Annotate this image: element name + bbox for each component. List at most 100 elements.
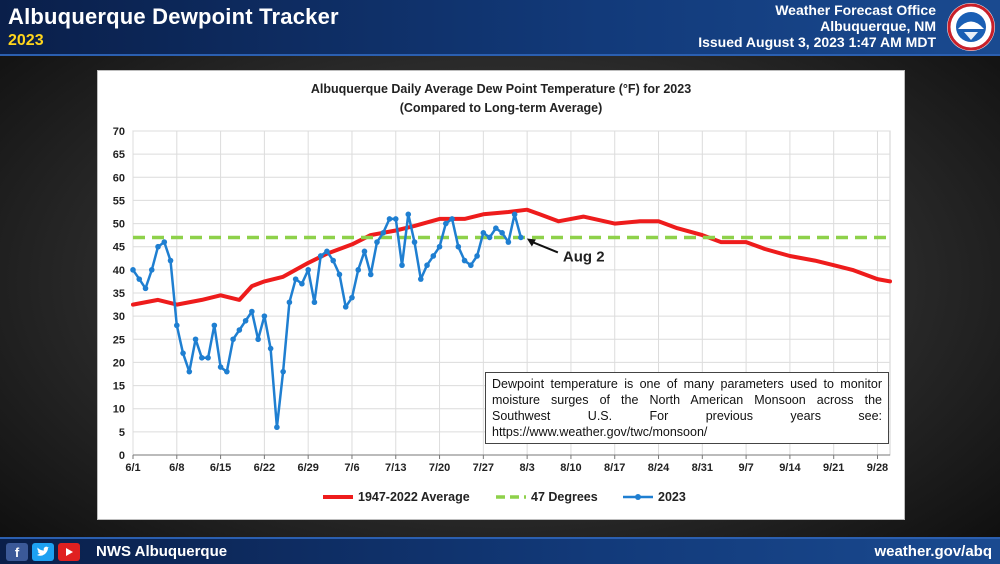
data-point: [349, 294, 355, 301]
data-point: [480, 230, 487, 236]
data-point: [161, 239, 168, 245]
footer-banner: f NWS Albuquerque weather.gov/abq: [0, 537, 1000, 564]
x-tick-label: 7/13: [385, 462, 406, 474]
data-point: [499, 230, 505, 236]
data-point: [355, 267, 362, 273]
data-point: [342, 304, 349, 310]
data-point: [130, 267, 136, 273]
data-point: [142, 285, 149, 292]
data-point: [230, 336, 236, 343]
x-tick-label: 8/17: [604, 462, 625, 474]
legend: 1947-2022 Average 47 Degrees 2023: [323, 490, 686, 504]
data-point: [405, 211, 412, 218]
dewpoint-chart: Albuquerque Daily Average Dew Point Temp…: [113, 82, 892, 504]
data-point: [430, 253, 437, 259]
series-line-1947-2022-average: [131, 207, 892, 307]
y-tick-label: 55: [113, 195, 125, 207]
data-point: [461, 257, 468, 264]
data-point: [505, 239, 512, 245]
data-point: [424, 262, 430, 269]
youtube-icon[interactable]: [58, 543, 80, 561]
y-tick-label: 0: [119, 450, 125, 462]
data-point: [443, 220, 449, 227]
data-point: [180, 350, 186, 356]
series-1947-2022-average: [131, 207, 892, 307]
play-icon: [66, 548, 73, 556]
office-location: Albuquerque, NM: [820, 18, 936, 34]
series-2023: [130, 211, 524, 431]
data-point: [236, 327, 243, 333]
annotation-arrowhead: [526, 238, 536, 247]
data-point: [292, 276, 299, 282]
data-point: [274, 424, 280, 431]
x-tick-label: 9/28: [867, 462, 888, 474]
x-tick-label: 8/10: [560, 462, 581, 474]
data-point: [267, 345, 274, 352]
app-title: Albuquerque Dewpoint Tracker: [8, 4, 339, 29]
y-tick-label: 40: [113, 265, 125, 277]
x-tick-label: 9/21: [823, 462, 844, 474]
y-tick-label: 20: [113, 357, 125, 369]
footer-office-name: NWS Albuquerque: [96, 543, 228, 560]
y-tick-label: 60: [113, 172, 125, 184]
data-point: [392, 216, 399, 222]
footer-url-link[interactable]: weather.gov/abq: [874, 543, 992, 560]
social-links: f: [6, 543, 80, 561]
x-tick-label: 6/29: [297, 462, 318, 474]
issued-time: Issued August 3, 2023 1:47 AM MDT: [698, 34, 936, 50]
x-tick-label: 7/27: [473, 462, 494, 474]
data-point: [311, 299, 318, 306]
data-point: [186, 368, 193, 375]
x-tick-label: 8/3: [519, 462, 534, 474]
data-point: [224, 368, 230, 375]
y-tick-label: 10: [113, 404, 125, 416]
legend-marker: [635, 494, 641, 500]
data-point: [518, 234, 524, 241]
y-tick-label: 5: [119, 427, 125, 439]
y-axis: 0 5 10 15 20 25 30 35 40 45 50 55 60 65 70: [113, 126, 125, 462]
facebook-icon[interactable]: f: [6, 543, 28, 561]
y-tick-label: 15: [113, 381, 125, 393]
data-point: [255, 336, 261, 343]
data-point: [167, 257, 174, 264]
data-point: [361, 248, 368, 255]
x-tick-label: 9/7: [738, 462, 753, 474]
data-point: [511, 211, 518, 218]
data-point: [449, 216, 455, 222]
data-point: [468, 262, 474, 269]
office-info: Weather Forecast Office Albuquerque, NM …: [698, 2, 936, 50]
x-tick-label: 6/15: [210, 462, 231, 474]
data-point: [155, 243, 161, 250]
year-label: 2023: [8, 32, 44, 49]
x-tick-label: 7/6: [344, 462, 359, 474]
chart-subtitle: (Compared to Long-term Average): [400, 101, 603, 115]
nws-logo-icon[interactable]: [946, 2, 996, 52]
data-point: [205, 355, 211, 361]
annotation-layer: Aug 2: [526, 238, 605, 265]
data-point: [386, 216, 393, 222]
y-tick-label: 45: [113, 242, 125, 254]
y-tick-label: 65: [113, 149, 125, 161]
x-tick-label: 8/24: [648, 462, 670, 474]
data-point: [330, 257, 336, 264]
legend-label: 47 Degrees: [531, 490, 598, 504]
chart-panel: Albuquerque Daily Average Dew Point Temp…: [97, 70, 905, 520]
data-point: [217, 364, 224, 370]
y-tick-label: 35: [113, 288, 125, 300]
data-point: [317, 253, 324, 259]
data-point: [280, 368, 286, 375]
office-name: Weather Forecast Office: [775, 2, 936, 18]
data-point: [367, 271, 374, 278]
data-point: [324, 248, 330, 255]
data-point: [411, 239, 418, 245]
y-tick-label: 30: [113, 311, 125, 323]
y-tick-label: 70: [113, 126, 125, 138]
series-layer: [130, 207, 892, 431]
data-point: [299, 280, 305, 287]
twitter-icon[interactable]: [32, 543, 54, 561]
x-tick-label: 6/1: [125, 462, 140, 474]
chart-title: Albuquerque Daily Average Dew Point Temp…: [311, 82, 691, 96]
data-point: [249, 308, 255, 315]
data-point: [192, 336, 199, 343]
data-point: [374, 239, 380, 245]
